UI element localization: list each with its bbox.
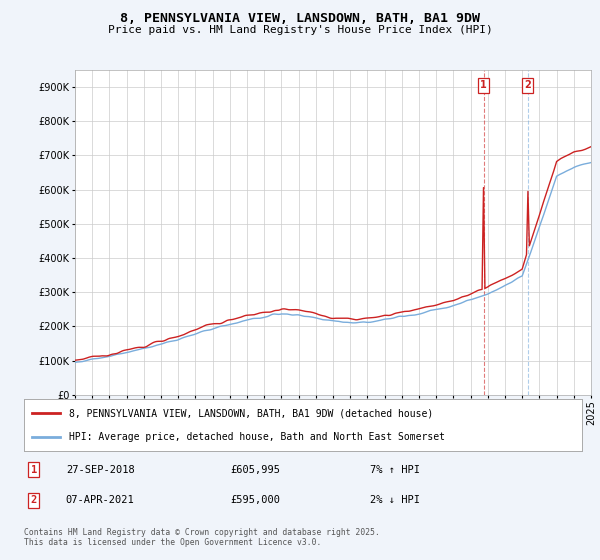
Text: £605,995: £605,995 xyxy=(230,464,280,474)
Text: 27-SEP-2018: 27-SEP-2018 xyxy=(66,464,134,474)
Text: HPI: Average price, detached house, Bath and North East Somerset: HPI: Average price, detached house, Bath… xyxy=(68,432,445,442)
Text: £595,000: £595,000 xyxy=(230,496,280,506)
Text: 7% ↑ HPI: 7% ↑ HPI xyxy=(370,464,420,474)
Text: 8, PENNSYLVANIA VIEW, LANSDOWN, BATH, BA1 9DW: 8, PENNSYLVANIA VIEW, LANSDOWN, BATH, BA… xyxy=(120,12,480,25)
Text: 1: 1 xyxy=(480,81,487,90)
Text: 07-APR-2021: 07-APR-2021 xyxy=(66,496,134,506)
Text: 8, PENNSYLVANIA VIEW, LANSDOWN, BATH, BA1 9DW (detached house): 8, PENNSYLVANIA VIEW, LANSDOWN, BATH, BA… xyxy=(68,408,433,418)
Text: Contains HM Land Registry data © Crown copyright and database right 2025.
This d: Contains HM Land Registry data © Crown c… xyxy=(24,528,380,547)
Text: 2: 2 xyxy=(524,81,532,90)
Text: 2% ↓ HPI: 2% ↓ HPI xyxy=(370,496,420,506)
Text: 2: 2 xyxy=(31,496,37,506)
Text: Price paid vs. HM Land Registry's House Price Index (HPI): Price paid vs. HM Land Registry's House … xyxy=(107,25,493,35)
Text: 1: 1 xyxy=(31,464,37,474)
